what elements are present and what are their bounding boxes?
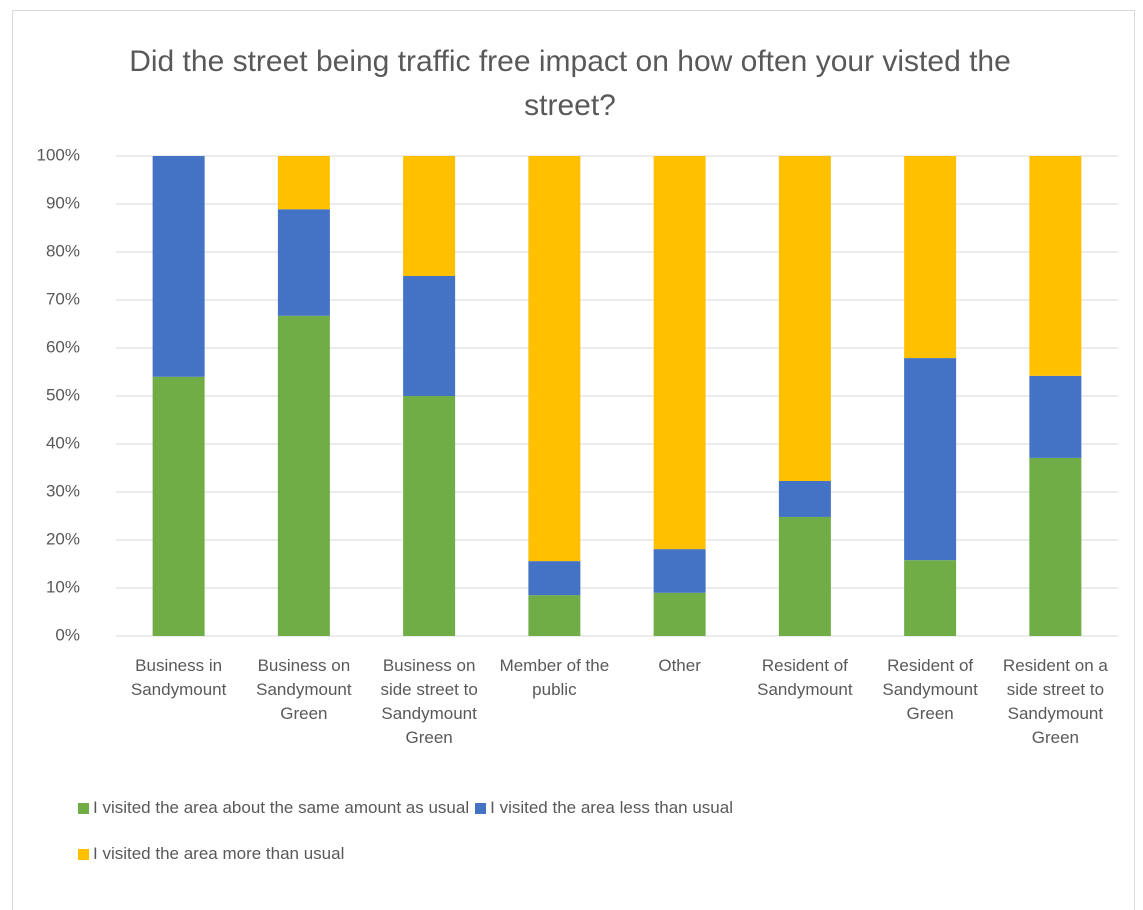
bar-segment — [1029, 156, 1082, 376]
bar-segment — [528, 561, 581, 596]
chart-title: Did the street being traffic free impact… — [129, 45, 1011, 122]
legend-swatch — [475, 802, 487, 814]
bar-segment — [1029, 375, 1082, 458]
legend-item: I visited the area more than usual — [78, 842, 344, 866]
x-tick-label: Business on side street to Sandymount Gr… — [380, 656, 478, 747]
x-tick-label: Member of the public — [499, 656, 610, 699]
bar-segment — [904, 156, 957, 359]
legend: I visited the area about the same amount… — [78, 796, 938, 866]
x-tick-label: Business on Sandymount Green — [256, 656, 352, 723]
bar-segment — [904, 560, 957, 636]
bar-segment — [277, 156, 330, 210]
legend-item: I visited the area less than usual — [475, 796, 733, 820]
bar-segment — [277, 315, 330, 636]
y-tick-label: 100% — [37, 145, 80, 164]
y-tick-label: 80% — [46, 241, 80, 260]
y-tick-label: 60% — [46, 337, 80, 356]
bar-segment — [653, 549, 706, 593]
y-tick-label: 70% — [46, 289, 80, 308]
x-tick-label: Resident on a side street to Sandymount … — [1002, 656, 1108, 747]
bar-segment — [277, 209, 330, 316]
legend-label: I visited the area about the same amount… — [93, 798, 470, 817]
x-tick-label: Resident of Sandymount Green — [882, 656, 978, 723]
bar-segment — [403, 276, 456, 396]
bar-segment — [528, 595, 581, 636]
y-tick-label: 30% — [46, 481, 80, 500]
y-tick-label: 0% — [55, 625, 80, 644]
bar-segment — [778, 480, 831, 517]
y-tick-label: 10% — [46, 577, 80, 596]
x-tick-label: Business in Sandymount — [130, 656, 227, 699]
x-tick-label: Resident of Sandymount — [757, 656, 853, 699]
legend-item: I visited the area about the same amount… — [78, 796, 469, 820]
bar-segment — [403, 396, 456, 636]
bar-segment — [778, 156, 831, 481]
bar-segment — [1029, 457, 1082, 636]
legend-label: I visited the area less than usual — [490, 798, 733, 817]
bar-segment — [653, 592, 706, 636]
bar-segment — [152, 156, 205, 377]
bar-segment — [152, 376, 205, 636]
chart-frame — [12, 10, 1135, 910]
y-tick-label: 20% — [46, 529, 80, 548]
y-tick-label: 50% — [46, 385, 80, 404]
bar-segment — [904, 358, 957, 561]
bar-segment — [653, 156, 706, 550]
bar-segment — [778, 516, 831, 636]
y-tick-label: 40% — [46, 433, 80, 452]
bar-segment — [528, 156, 581, 562]
y-tick-label: 90% — [46, 193, 80, 212]
legend-swatch — [78, 802, 89, 814]
bar-segment — [403, 156, 456, 276]
legend-swatch — [78, 848, 89, 860]
legend-label: I visited the area more than usual — [93, 844, 345, 863]
x-tick-label: Other — [658, 656, 701, 675]
